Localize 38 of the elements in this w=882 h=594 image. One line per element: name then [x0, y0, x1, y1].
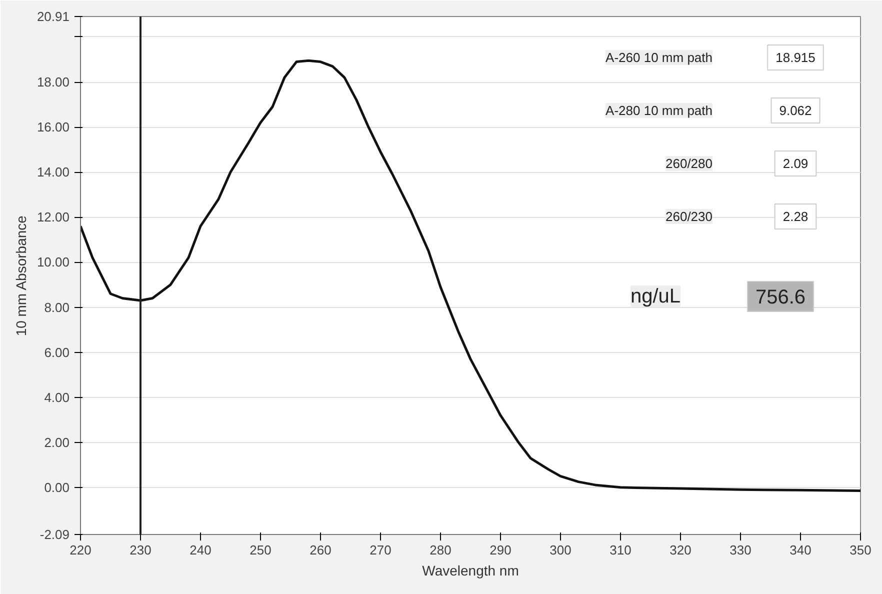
- x-tick-label: 330: [730, 542, 752, 558]
- annotation: 260/280: [666, 156, 713, 171]
- x-axis-title: Wavelength nm: [422, 562, 519, 578]
- annotation: 9.062: [779, 103, 812, 118]
- y-tick-label: 6.00: [44, 344, 70, 360]
- x-tick-label: 320: [670, 542, 692, 558]
- y-tick-label: 10.00: [36, 254, 70, 270]
- y-tick-label: 12.00: [36, 210, 70, 225]
- annotation: ng/uL: [630, 286, 681, 308]
- annotation: 18.915: [776, 50, 816, 65]
- annotation: A-280 10 mm path: [606, 103, 713, 118]
- y-tick-label: 2.00: [44, 434, 70, 450]
- y-tick-label: 0.00: [44, 480, 70, 495]
- annotation: A-260 10 mm path: [606, 50, 713, 65]
- x-tick-label: 350: [850, 542, 872, 558]
- x-tick-label: 340: [790, 542, 812, 558]
- y-tick-label: 14.00: [36, 164, 70, 180]
- x-tick-label: 230: [130, 542, 152, 558]
- y-tick-label: -2.09: [40, 527, 70, 542]
- x-tick-label: 220: [70, 542, 92, 558]
- annotation: 2.09: [782, 156, 808, 171]
- x-tick-label: 300: [550, 542, 572, 558]
- x-tick-label: 250: [250, 542, 272, 558]
- y-axis-title: 10 mm Absorbance: [12, 215, 29, 336]
- y-tick-label: 8.00: [44, 300, 70, 315]
- y-tick-label: 16.00: [36, 120, 70, 135]
- y-tick-label: 20.91: [36, 9, 70, 24]
- x-tick-label: 270: [370, 542, 392, 558]
- annotation: 2.28: [782, 209, 808, 224]
- annotation: 756.6: [755, 286, 806, 308]
- x-tick-label: 310: [610, 542, 632, 558]
- annotation: 260/230: [666, 209, 713, 224]
- y-tick-label: 4.00: [44, 390, 70, 405]
- x-tick-label: 260: [310, 542, 332, 558]
- y-tick-label: 18.00: [36, 74, 70, 90]
- x-tick-label: 290: [490, 542, 512, 558]
- x-tick-label: 280: [430, 542, 452, 558]
- x-tick-label: 240: [190, 542, 212, 558]
